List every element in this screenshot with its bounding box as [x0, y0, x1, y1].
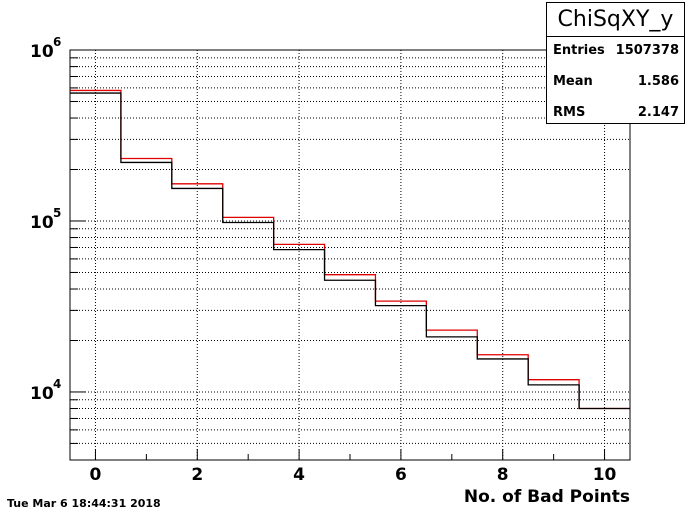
x-tick-label: 2: [191, 465, 203, 485]
y-tick-exponent: 4: [53, 377, 61, 391]
stats-mean-value: 1.586: [637, 74, 679, 89]
stats-rms-label: RMS: [553, 105, 586, 120]
ticks: [70, 49, 606, 461]
x-axis-title: No. of Bad Points: [464, 487, 630, 507]
y-tick-label: 10: [30, 213, 54, 233]
x-tick-label: 10: [593, 465, 617, 485]
y-tick-exponent: 5: [53, 206, 61, 220]
stats-mean-label: Mean: [553, 74, 593, 89]
stats-entries-row: Entries 1507378: [553, 42, 679, 60]
stats-rms-value: 2.147: [637, 105, 679, 120]
histogram-title: ChiSqXY_y: [547, 3, 684, 37]
y-tick-label: 10: [30, 42, 54, 62]
histogram-series-line: [70, 92, 630, 410]
x-tick-label: 4: [293, 465, 305, 485]
x-tick-label: 8: [497, 465, 509, 485]
x-tick-label: 0: [90, 465, 102, 485]
series-layer: [70, 89, 630, 410]
stats-entries-label: Entries: [553, 43, 605, 58]
y-tick-exponent: 6: [53, 35, 61, 49]
stats-entries-value: 1507378: [615, 43, 679, 58]
histogram-series-line: [70, 89, 630, 410]
y-tick-label: 10: [30, 384, 54, 404]
stats-rms-row: RMS 2.147: [553, 104, 679, 122]
timestamp: Tue Mar 6 18:44:31 2018: [7, 497, 161, 510]
stats-box: ChiSqXY_y Entries 1507378 Mean 1.586 RMS…: [546, 2, 685, 124]
grid: [70, 49, 630, 461]
x-tick-label: 6: [395, 465, 407, 485]
stats-mean-row: Mean 1.586: [553, 73, 679, 91]
